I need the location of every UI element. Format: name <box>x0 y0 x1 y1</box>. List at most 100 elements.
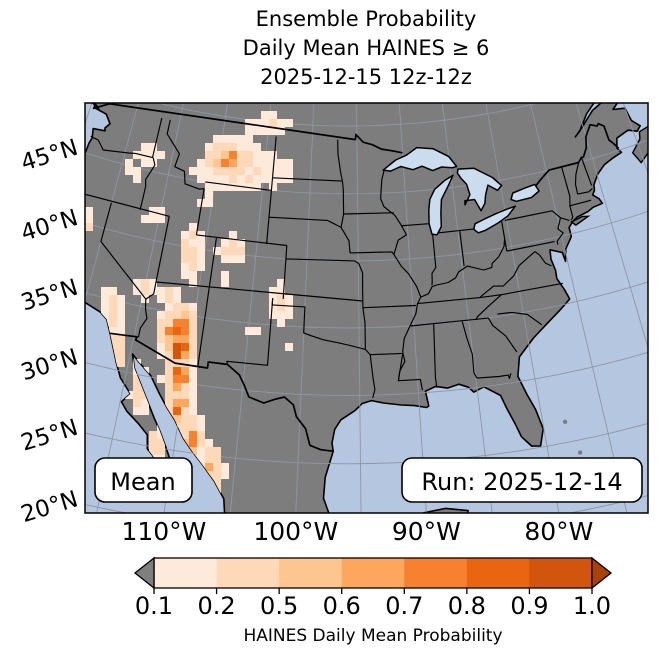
probability-cell <box>173 407 181 415</box>
probability-cell <box>165 327 173 335</box>
national-border <box>92 103 356 141</box>
probability-cell <box>165 367 173 375</box>
probability-cell <box>165 303 173 311</box>
probability-cell <box>205 159 213 167</box>
probability-cell <box>157 375 165 383</box>
probability-cell <box>125 167 133 175</box>
probability-cell <box>141 407 149 415</box>
state-border <box>433 324 438 388</box>
state-border <box>151 117 163 158</box>
probability-cell <box>109 295 117 303</box>
probability-cell <box>109 303 117 311</box>
latitude-tick-label: 35°N <box>18 275 81 317</box>
colorbar-segment <box>466 558 530 588</box>
probability-cell <box>165 399 173 407</box>
state-border <box>580 157 593 186</box>
probability-cell <box>221 247 229 255</box>
probability-cell <box>157 431 165 439</box>
probability-cell <box>205 183 213 191</box>
probability-cell <box>189 319 197 327</box>
probability-cell <box>85 207 93 215</box>
probability-cell <box>197 239 205 247</box>
probability-cell <box>149 447 157 455</box>
probability-cell <box>181 255 189 263</box>
probability-cell <box>237 135 245 143</box>
colorbar-tick-label: 0.7 <box>385 592 423 620</box>
probability-cell <box>173 343 181 351</box>
probability-cell <box>205 167 213 175</box>
state-border <box>476 373 512 379</box>
probability-cell <box>197 455 205 463</box>
probability-cell <box>133 391 141 399</box>
probability-cell <box>269 175 277 183</box>
probability-cell <box>213 247 221 255</box>
probability-cell <box>269 311 277 319</box>
probability-cell <box>277 319 285 327</box>
probability-cell <box>173 327 181 335</box>
state-border <box>504 210 561 221</box>
probability-cell <box>213 175 221 183</box>
probability-cell <box>133 399 141 407</box>
latitude-tick-label: 20°N <box>18 486 81 528</box>
bahamas-island-dot <box>577 450 583 455</box>
probability-cell <box>189 383 197 391</box>
probability-cell <box>189 335 197 343</box>
probability-cell <box>237 247 245 255</box>
state-border <box>272 304 366 350</box>
probability-cell <box>229 175 237 183</box>
probability-cell <box>205 455 213 463</box>
probability-cell <box>205 447 213 455</box>
state-border <box>139 157 156 211</box>
probability-cell <box>285 295 293 303</box>
probability-cell <box>229 231 237 239</box>
probability-cell <box>157 295 165 303</box>
probability-cell <box>189 327 197 335</box>
probability-cell <box>189 223 197 231</box>
probability-cell <box>109 319 117 327</box>
probability-cell <box>285 311 293 319</box>
probability-cell <box>149 431 157 439</box>
probability-cell <box>189 431 197 439</box>
probability-cell <box>245 167 253 175</box>
probability-cell <box>181 399 189 407</box>
probability-cell <box>213 183 221 191</box>
probability-cell <box>101 287 109 295</box>
colorbar-segment <box>404 558 468 588</box>
state-border <box>90 135 154 159</box>
probability-cell <box>269 183 277 191</box>
probability-cell <box>189 415 197 423</box>
probability-cell <box>197 175 205 183</box>
probability-cell <box>181 311 189 319</box>
probability-cell <box>165 287 173 295</box>
longitude-gridline <box>575 103 648 350</box>
colorbar-segment <box>279 558 343 588</box>
probability-cell <box>117 311 125 319</box>
state-border <box>196 234 287 247</box>
longitude-tick-label: 100°W <box>253 517 338 546</box>
probability-cell <box>205 143 213 151</box>
probability-cell <box>277 159 285 167</box>
state-border <box>475 294 502 320</box>
state-border <box>197 238 217 367</box>
probability-cell <box>221 183 229 191</box>
probability-cell <box>253 119 261 127</box>
longitude-gridline <box>229 103 272 513</box>
probability-cell <box>269 127 277 135</box>
state-border <box>270 136 277 191</box>
probability-cell <box>181 303 189 311</box>
probability-cell <box>205 439 213 447</box>
colorbar-segment <box>154 558 218 588</box>
probability-cell <box>197 159 205 167</box>
probability-cell <box>269 287 277 295</box>
state-border <box>461 321 478 379</box>
probability-cell <box>213 159 221 167</box>
probability-cell <box>277 287 285 295</box>
probability-cell <box>109 287 117 295</box>
probability-cell <box>205 199 213 207</box>
state-border <box>417 282 564 305</box>
probability-cell <box>157 311 165 319</box>
probability-cell <box>269 151 277 159</box>
state-border <box>397 353 423 391</box>
